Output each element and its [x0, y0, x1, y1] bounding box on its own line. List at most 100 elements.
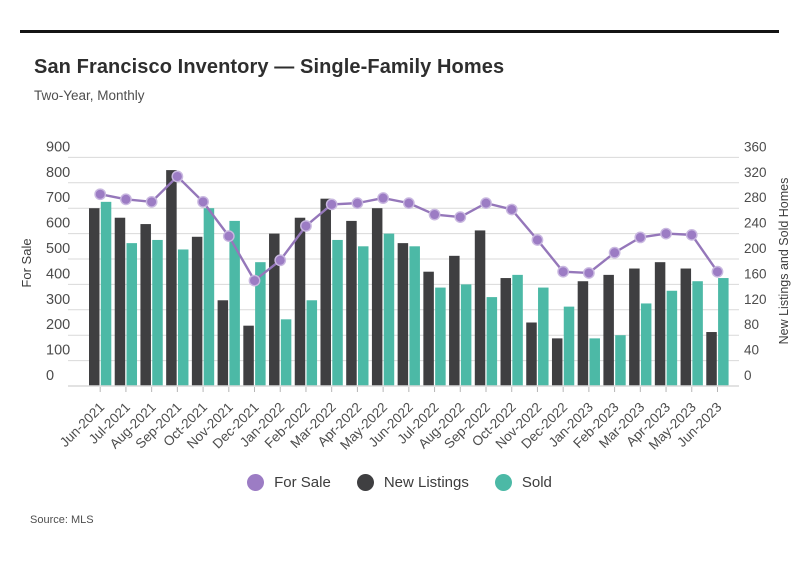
for-sale-point	[608, 246, 621, 259]
bar-sold	[512, 274, 523, 386]
bar-new-listings	[114, 217, 126, 386]
bar-new-listings	[166, 170, 177, 386]
bar-sold	[100, 201, 112, 386]
bar-sold	[615, 335, 626, 386]
for-sale-point	[505, 203, 518, 216]
for-sale-point	[634, 231, 647, 244]
for-sale-point	[711, 265, 724, 278]
right-axis-tick-label: 40	[744, 343, 759, 358]
left-axis-tick-label: 600	[46, 216, 70, 232]
legend-item-for-sale[interactable]: For Sale	[247, 474, 331, 491]
bar-new-listings	[680, 268, 692, 386]
for-sale-point	[351, 197, 364, 210]
right-axis-tick-label: 240	[744, 216, 767, 231]
bar-new-listings	[474, 230, 486, 386]
left-axis-title: For Sale	[19, 238, 34, 287]
for-sale-point	[480, 197, 492, 210]
legend-swatch-icon	[247, 474, 265, 491]
bar-new-listings	[629, 268, 640, 386]
bar-new-listings	[371, 208, 383, 386]
left-axis-tick-label: 0	[46, 368, 54, 384]
legend-item-new-listings[interactable]: New Listings	[356, 474, 469, 491]
for-sale-point	[248, 274, 261, 287]
bar-sold	[460, 284, 472, 386]
bar-sold	[306, 300, 318, 386]
bar-sold	[280, 319, 292, 386]
for-sale-point	[197, 195, 209, 208]
bar-new-listings	[449, 255, 460, 386]
for-sale-point	[582, 267, 595, 279]
for-sale-point	[402, 197, 415, 210]
for-sale-point	[222, 230, 235, 243]
left-axis-tick-label: 200	[46, 317, 70, 333]
bar-new-listings	[706, 332, 717, 386]
right-axis-tick-label: 120	[744, 292, 767, 307]
chart-legend: For Sale New Listings Sold	[0, 474, 799, 491]
legend-label: For Sale	[274, 474, 331, 491]
legend-swatch-icon	[356, 474, 374, 491]
chart-canvas: 0 100 200 300 400 500 600 700 800 900 0 40 80 120 160 2…	[19, 139, 791, 452]
bar-sold	[640, 303, 652, 386]
bar-new-listings	[551, 338, 563, 386]
bar-sold	[152, 239, 163, 386]
left-axis-tick-label: 800	[46, 165, 70, 181]
for-sale-point	[377, 192, 390, 204]
left-axis-tick-label: 300	[46, 292, 70, 308]
right-axis-title: New Listings and Sold Homes	[777, 178, 791, 345]
bar-new-listings	[243, 325, 254, 386]
for-sale-point	[428, 208, 441, 221]
legend-label: Sold	[521, 474, 552, 491]
for-sale-point	[171, 170, 184, 183]
bar-new-listings	[603, 274, 614, 386]
right-axis-tick-label: 320	[744, 165, 767, 180]
bar-sold	[229, 220, 240, 386]
left-axis-tick-label: 100	[46, 343, 70, 359]
bar-new-listings	[577, 281, 589, 386]
top-divider	[20, 30, 779, 33]
bar-sold	[383, 233, 395, 386]
left-axis-tick-label: 900	[46, 139, 70, 155]
legend-label: New Listings	[383, 474, 469, 491]
page-subtitle: Two-Year, Monthly	[34, 88, 145, 103]
bar-new-listings	[269, 233, 280, 386]
bar-new-listings	[397, 243, 409, 386]
right-axis-tick-label: 200	[744, 241, 767, 256]
for-sale-point	[274, 254, 287, 267]
bar-new-listings	[191, 236, 203, 386]
bar-sold	[538, 287, 549, 386]
right-axis-tick-label: 360	[744, 139, 767, 154]
bar-sold	[589, 338, 600, 386]
bar-sold	[409, 246, 420, 386]
bar-sold	[563, 306, 575, 386]
bar-new-listings	[423, 271, 434, 386]
bar-new-listings	[140, 224, 151, 386]
for-sale-point	[557, 265, 570, 278]
bar-new-listings	[654, 262, 666, 386]
bar-sold	[666, 290, 678, 386]
bar-sold	[177, 249, 189, 386]
right-axis-tick-label: 0	[744, 368, 752, 383]
bar-new-listings	[526, 322, 537, 386]
line-series	[94, 170, 724, 287]
bar-new-listings	[217, 300, 229, 386]
bar-sold	[126, 243, 138, 386]
inventory-chart: 0 100 200 300 400 500 600 700 800 900 0 40 80 120 160 2…	[0, 130, 799, 470]
for-sale-point	[120, 193, 132, 206]
bar-sold	[486, 297, 498, 386]
for-sale-point	[531, 234, 544, 246]
for-sale-point	[325, 198, 338, 211]
right-axis-tick-label: 160	[744, 266, 767, 281]
bar-new-listings	[294, 217, 306, 386]
source-note: Source: MLS	[30, 514, 94, 526]
right-axis-tick-label: 80	[744, 317, 759, 332]
bar-sold	[718, 278, 729, 386]
right-axis-tick-label: 280	[744, 190, 767, 205]
for-sale-point	[454, 211, 467, 223]
legend-item-sold[interactable]: Sold	[494, 474, 552, 491]
bar-new-listings	[346, 220, 357, 386]
bar-sold	[255, 262, 266, 386]
for-sale-point	[660, 227, 672, 240]
bar-sold	[358, 246, 369, 386]
left-axis-tick-label: 700	[46, 190, 70, 206]
